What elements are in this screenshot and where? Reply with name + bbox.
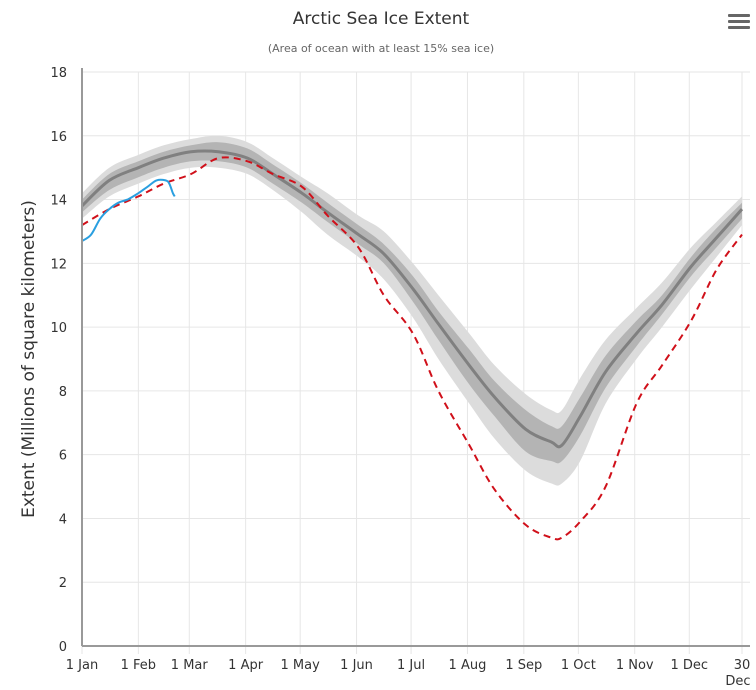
chart-title: Arctic Sea Ice Extent xyxy=(293,9,470,29)
y-tick-label: 8 xyxy=(59,385,67,400)
y-tick-label: 4 xyxy=(59,512,67,527)
y-tick-labels: 0 2 4 6 8 10 12 14 16 18 xyxy=(50,66,67,655)
x-tick-label: 1 Aug xyxy=(449,658,487,673)
x-tick-label: 1 Feb xyxy=(121,658,156,673)
y-tick-label: 6 xyxy=(59,449,67,464)
range-bands xyxy=(82,135,742,486)
line-current-year xyxy=(81,178,176,242)
y-tick-label: 16 xyxy=(50,130,67,145)
line-median xyxy=(80,149,744,449)
menu-bar xyxy=(728,20,750,23)
line-record-low-year xyxy=(81,156,743,541)
x-tick-label: 1 Apr xyxy=(228,658,264,673)
y-tick-label: 12 xyxy=(50,257,67,272)
x-tick-labels: 1 Jan 1 Feb 1 Mar 1 Apr 1 May 1 Jun 1 Jul 1 Aug… xyxy=(66,658,751,689)
y-tick-label: 2 xyxy=(59,576,67,591)
x-tick-label: 1 Oct xyxy=(561,658,596,673)
menu-bar xyxy=(728,26,750,29)
y-axis-label: Extent (Millions of square kilometers) xyxy=(19,200,39,518)
y-tick-label: 0 xyxy=(59,640,67,655)
hamburger-menu-icon[interactable] xyxy=(728,14,750,34)
x-tick-label: 1 Jan xyxy=(66,658,98,673)
x-tick-label: 1 Jun xyxy=(340,658,373,673)
x-tick-label: 1 Dec xyxy=(670,658,708,673)
x-tick-label: 1 Nov xyxy=(616,658,654,673)
y-tick-label: 18 xyxy=(50,66,67,81)
x-tick-label: 1 May xyxy=(281,658,321,673)
menu-bar xyxy=(728,14,750,17)
band-interdecile-range xyxy=(82,135,742,486)
chart-subtitle: (Area of ocean with at least 15% sea ice… xyxy=(268,42,494,55)
x-tick-label: 30 Dec xyxy=(725,658,750,689)
x-tick-label: 1 Mar xyxy=(171,658,209,673)
y-tick-label: 10 xyxy=(50,321,67,336)
series-lines xyxy=(80,149,744,541)
axes xyxy=(81,68,750,647)
y-tick-label: 14 xyxy=(50,194,67,209)
x-tick-label: 1 Sep xyxy=(505,658,542,673)
x-tick-label: 1 Jul xyxy=(397,658,425,673)
